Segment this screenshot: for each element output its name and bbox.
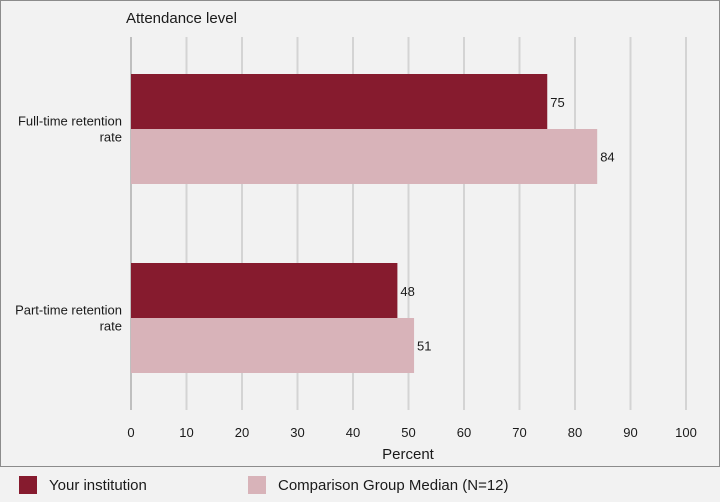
x-tick-label: 30 <box>290 425 304 440</box>
bar-value-label: 48 <box>400 284 414 299</box>
x-tick-label: 80 <box>568 425 582 440</box>
x-tick-label: 0 <box>127 425 134 440</box>
category-labels: Full-time retention rate Part-time retenti… <box>15 114 122 334</box>
bar <box>131 318 415 373</box>
legend-label-your-institution: Your institution <box>49 476 147 494</box>
x-axis-ticks: 0 10 20 30 40 50 60 70 80 90 100 <box>127 425 696 440</box>
chart-title: Attendance level <box>126 10 237 27</box>
bar-value-label: 75 <box>550 95 564 110</box>
legend: Your institution Comparison Group Median… <box>0 466 720 502</box>
bar-value-label: 51 <box>417 339 431 354</box>
category-label: Part-time retention rate <box>15 303 122 334</box>
x-tick-label: 70 <box>512 425 526 440</box>
legend-label-comparison-group: Comparison Group Median (N=12) <box>278 476 509 494</box>
legend-swatch-comparison-group <box>248 476 266 494</box>
legend-item-comparison-group: Comparison Group Median (N=12) <box>248 476 509 494</box>
x-tick-label: 100 <box>675 425 697 440</box>
x-tick-label: 90 <box>623 425 637 440</box>
category-label: Full-time retention rate <box>18 114 122 145</box>
x-axis-title: Percent <box>382 446 435 463</box>
x-tick-label: 10 <box>179 425 193 440</box>
x-tick-label: 60 <box>457 425 471 440</box>
legend-swatch-your-institution <box>19 476 37 494</box>
x-tick-label: 40 <box>346 425 360 440</box>
bar <box>131 263 398 319</box>
bars: 75 84 48 51 <box>131 74 615 373</box>
bar-chart: Attendance level 75 84 48 51 Full-time rete… <box>15 10 697 463</box>
x-tick-label: 50 <box>401 425 415 440</box>
x-tick-label: 20 <box>235 425 249 440</box>
bar <box>131 74 548 130</box>
bar <box>131 129 598 184</box>
bar-value-label: 84 <box>600 150 614 165</box>
legend-item-your-institution: Your institution <box>19 476 147 494</box>
